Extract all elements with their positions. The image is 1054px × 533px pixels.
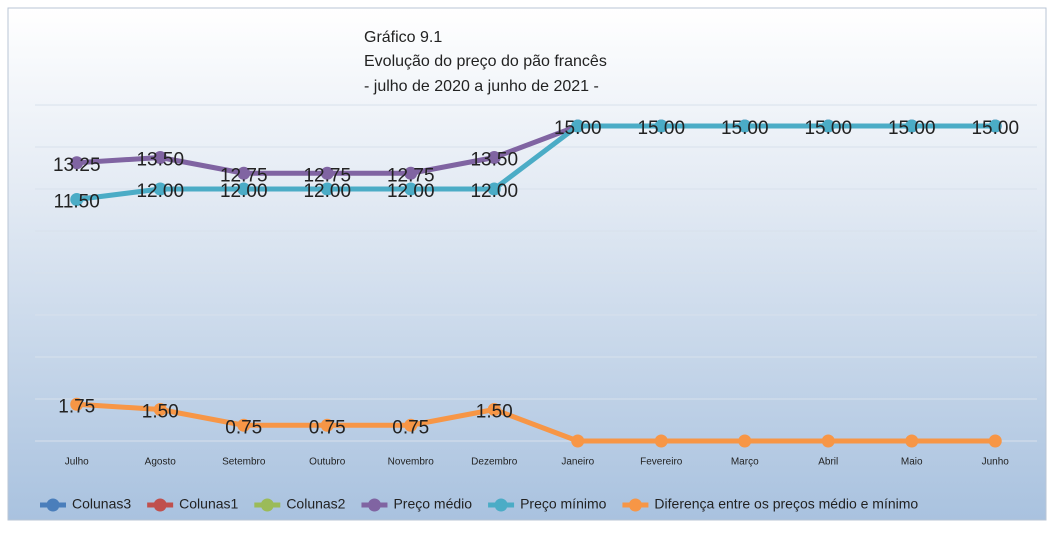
- data-point: [738, 434, 752, 448]
- legend-marker: [494, 498, 508, 512]
- legend-label: Colunas3: [72, 496, 131, 512]
- data-point: [487, 182, 501, 196]
- data-label: 12.75: [387, 165, 435, 186]
- data-label: 0.75: [309, 417, 346, 438]
- data-point: [738, 119, 752, 133]
- data-point: [988, 434, 1002, 448]
- data-label: 12.00: [136, 181, 184, 202]
- data-label: 15.00: [554, 118, 602, 139]
- data-point: [654, 434, 668, 448]
- legend-label: Colunas1: [179, 496, 238, 512]
- data-point: [571, 119, 585, 133]
- legend: Colunas3 Colunas1 Colunas2 Preço médio Preço…: [40, 496, 918, 512]
- data-label: 15.00: [721, 118, 769, 139]
- data-label: 13.50: [470, 150, 518, 171]
- data-label: 1.50: [142, 402, 179, 423]
- data-label: 15.00: [804, 118, 852, 139]
- data-point: [153, 403, 167, 416]
- data-point: [404, 182, 418, 196]
- chart-subtitle: - julho de 2020 a junho de 2021 -: [364, 78, 599, 95]
- legend-label: Preço mínimo: [520, 496, 607, 512]
- data-label: 15.00: [971, 118, 1019, 139]
- series-line: [76, 123, 996, 202]
- legend-label: Diferença entre os preços médio e mínimo: [654, 496, 918, 512]
- x-tick-label: Junho: [982, 457, 1010, 468]
- data-label: 12.75: [303, 165, 351, 186]
- data-label: 12.00: [303, 181, 351, 202]
- chart-subtitle: Evolução do preço do pão francês: [364, 53, 607, 70]
- data-point: [404, 418, 418, 432]
- data-point: [487, 403, 501, 416]
- legend-marker: [367, 498, 381, 512]
- legend-marker: [260, 498, 274, 512]
- data-label: 12.00: [220, 181, 268, 202]
- data-point: [237, 166, 251, 180]
- data-point: [70, 397, 84, 411]
- x-tick-label: Maio: [901, 457, 923, 468]
- data-point: [70, 193, 84, 206]
- data-point: [153, 182, 167, 196]
- x-tick-label: Janeiro: [561, 457, 594, 468]
- data-label: 13.50: [136, 150, 184, 171]
- x-tick-label: Setembro: [222, 457, 266, 468]
- data-label: 13.25: [53, 155, 101, 176]
- x-tick-label: Novembro: [388, 457, 435, 468]
- legend-marker: [46, 498, 60, 512]
- series-line: [76, 401, 996, 444]
- data-point: [821, 119, 835, 133]
- data-label: 11.50: [54, 192, 100, 213]
- data-label: 1.75: [58, 396, 95, 417]
- legend-marker: [153, 498, 167, 512]
- data-point: [821, 434, 835, 448]
- x-tick-label: Dezembro: [471, 457, 518, 468]
- data-label: 12.00: [387, 181, 435, 202]
- data-label: 15.00: [888, 118, 936, 139]
- data-point: [571, 434, 585, 448]
- labels: Julho Agosto Setembro Outubro Novembro Dezemb…: [53, 118, 1019, 468]
- data-label: 0.75: [392, 417, 429, 438]
- data-point: [320, 166, 334, 180]
- data-point: [654, 119, 668, 133]
- data-point: [988, 119, 1002, 133]
- data-point: [404, 166, 418, 180]
- x-tick-label: Março: [731, 457, 759, 468]
- legend-label: Colunas2: [286, 496, 345, 512]
- x-tick-label: Outubro: [309, 457, 346, 468]
- chart-background: [7, 7, 1047, 521]
- data-point: [237, 418, 251, 432]
- lines: [70, 119, 1002, 448]
- data-point: [70, 156, 84, 170]
- x-tick-label: Agosto: [145, 457, 177, 468]
- legend-label: Preço médio: [393, 496, 472, 512]
- data-point: [320, 418, 334, 432]
- data-point: [487, 151, 501, 164]
- data-label: 12.75: [220, 165, 268, 186]
- data-label: 0.75: [225, 417, 262, 438]
- data-point: [905, 434, 919, 448]
- data-label: 1.50: [476, 402, 513, 423]
- x-tick-label: Abril: [818, 457, 838, 468]
- data-label: 15.00: [637, 118, 685, 139]
- data-point: [905, 119, 919, 133]
- data-point: [237, 182, 251, 196]
- x-tick-label: Julho: [65, 457, 89, 468]
- legend-marker: [628, 498, 642, 512]
- chart-title: Gráfico 9.1: [364, 29, 442, 46]
- data-label: 12.00: [470, 181, 518, 202]
- data-point: [153, 151, 167, 164]
- data-point: [320, 182, 334, 196]
- x-tick-label: Fevereiro: [640, 457, 683, 468]
